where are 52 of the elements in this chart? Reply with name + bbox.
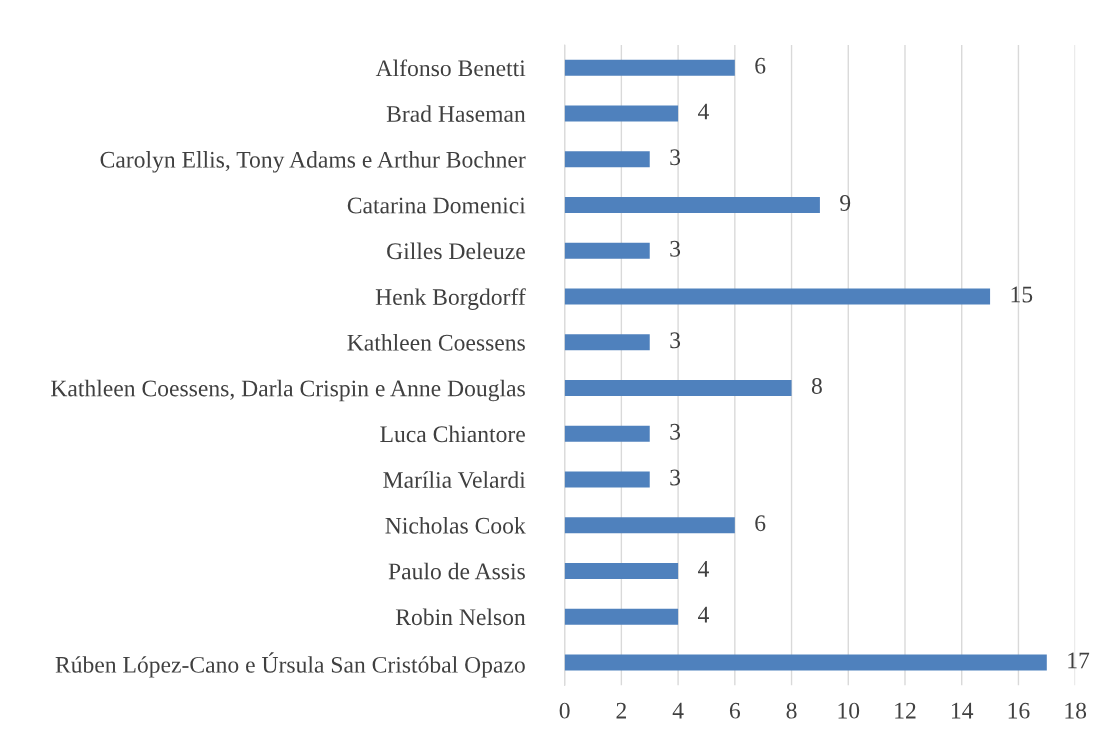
x-tick-label: 10 — [838, 702, 860, 719]
y-tick-label: Carolyn Ellis, Tony Adams e Arthur Bochner — [100, 151, 526, 173]
y-tick-label: Kathleen Coessens — [347, 334, 525, 351]
y-tick-label: Catarina Domenici — [347, 197, 526, 214]
data-label: 15 — [1011, 286, 1033, 303]
y-tick-label: Brad Haseman — [386, 105, 526, 122]
bar — [564, 59, 735, 76]
bar — [564, 608, 679, 625]
data-label: 3 — [670, 469, 681, 486]
y-tick-label: Rúben López-Cano e Úrsula San Cristóbal Opazo — [55, 652, 525, 678]
y-tick-label: Gilles Deleuze — [387, 242, 525, 260]
y-tick-label: Luca Chiantore — [380, 425, 525, 443]
y-tick-label: Henk Borgdorff — [375, 288, 526, 310]
y-tick-label: Alfonso Benetti — [375, 59, 526, 77]
bar — [564, 425, 650, 442]
y-tick-label: Nicholas Cook — [385, 517, 526, 534]
bar — [564, 197, 820, 214]
bar — [564, 517, 735, 534]
data-label: 4 — [698, 606, 709, 623]
x-tick-label: 8 — [786, 702, 797, 719]
x-tick-label: 14 — [951, 702, 974, 719]
data-label: 3 — [670, 423, 681, 440]
x-tick-label: 18 — [1065, 702, 1087, 719]
data-label: 6 — [755, 57, 766, 74]
data-label: 6 — [755, 515, 766, 532]
bar — [564, 562, 679, 579]
y-tick-label: Kathleen Coessens, Darla Crispin e Anne Douglas — [51, 379, 525, 402]
x-tick-label: 0 — [559, 702, 570, 719]
data-label: 9 — [840, 195, 851, 211]
data-label: 17 — [1068, 652, 1090, 669]
x-tick-label: 6 — [729, 702, 741, 719]
bar — [564, 380, 792, 397]
y-tick-label: Marília Velardi — [383, 471, 526, 489]
x-tick-label: 2 — [616, 702, 626, 719]
x-tick-label: 12 — [895, 702, 916, 719]
data-label: 4 — [698, 103, 709, 120]
bar — [564, 334, 650, 351]
data-label: 4 — [698, 561, 709, 577]
data-label: 3 — [670, 332, 681, 349]
y-tick-label: Paulo de Assis — [388, 562, 525, 580]
y-tick-label: Robin Nelson — [395, 608, 526, 626]
bar — [564, 151, 650, 168]
bar — [564, 105, 679, 122]
x-tick-label: 16 — [1008, 702, 1030, 719]
bar — [564, 654, 1047, 671]
bar — [564, 471, 650, 488]
bar — [564, 242, 650, 259]
data-label: 8 — [811, 377, 822, 394]
bar — [564, 288, 991, 305]
data-label: 3 — [670, 149, 681, 166]
x-tick-label: 4 — [672, 702, 684, 719]
data-label: 3 — [670, 240, 681, 257]
